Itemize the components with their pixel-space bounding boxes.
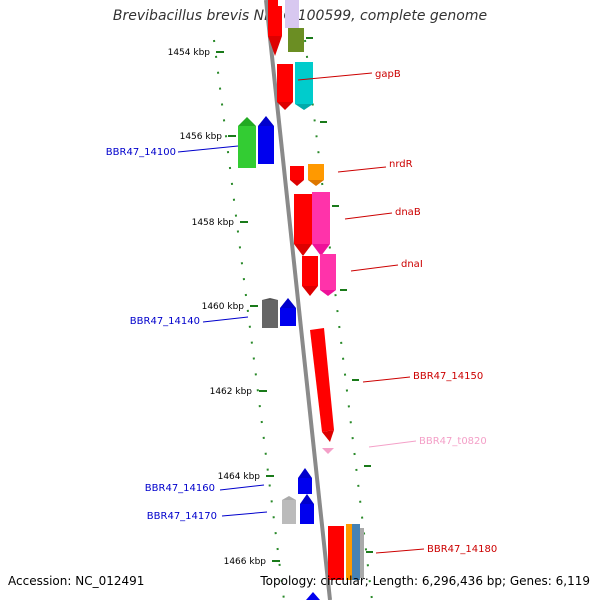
scale-label: 1462 kbp: [210, 387, 253, 397]
forward-strand-track: [304, 39, 373, 600]
accession-text: Accession: NC_012491: [8, 574, 145, 588]
gene-label-BBR47_t0820: BBR47_t0820: [419, 436, 487, 447]
scale-bar: 1454 kbp 1456 kbp 1458 kbp 1460 kbp 1462…: [168, 48, 280, 567]
gene-gapB[interactable]: [277, 62, 313, 110]
scale-label: 1460 kbp: [202, 302, 245, 312]
gene-BBR47_14170[interactable]: [282, 494, 314, 524]
gene-nrdR[interactable]: [290, 164, 324, 186]
label-leader: [219, 484, 265, 491]
label-leader: [202, 316, 249, 323]
gene-BBR47_14140[interactable]: [262, 298, 296, 328]
label-leader: [362, 376, 411, 383]
scale-label: 1456 kbp: [180, 132, 223, 142]
gene-BBR47_14160[interactable]: [298, 468, 312, 494]
top-genes: [268, 0, 304, 56]
scale-label: 1458 kbp: [192, 218, 235, 228]
scale-label: 1454 kbp: [168, 48, 211, 58]
gene-label-dnaB: dnaB: [395, 207, 421, 218]
forward-ticks: [306, 37, 373, 553]
map-title: Brevibacillus brevis NBRC 100599, comple…: [112, 8, 488, 24]
scale-label: 1464 kbp: [218, 472, 261, 482]
label-leader: [337, 166, 387, 173]
gene-dnaB[interactable]: [294, 192, 330, 256]
label-leader: [368, 440, 417, 448]
gene-label-BBR47_14100: BBR47_14100: [106, 147, 176, 158]
gene-label-BBR47_14150: BBR47_14150: [413, 371, 483, 382]
gene-BBR47_t0820[interactable]: [322, 448, 334, 454]
label-leader: [350, 264, 399, 272]
scale-label: 1466 kbp: [224, 557, 267, 567]
gene-label-BBR47_14180: BBR47_14180: [427, 544, 497, 555]
label-leader: [297, 72, 373, 81]
gene-BBR47_14150[interactable]: [310, 328, 334, 442]
gene-BBR47_14180[interactable]: [328, 524, 364, 580]
gene-label-BBR47_14160: BBR47_14160: [145, 483, 215, 494]
genome-backbone: [264, 0, 332, 600]
gene-label-nrdR: nrdR: [389, 159, 413, 170]
gene-dnaI[interactable]: [302, 254, 336, 296]
label-leader: [177, 145, 239, 153]
bottom-partial-gene: [306, 592, 320, 600]
genome-summary-text: Topology: circular; Length: 6,296,436 bp…: [260, 574, 590, 588]
gene-BBR47_14100[interactable]: [238, 116, 274, 168]
label-leader: [221, 511, 268, 517]
gene-label-dnaI: dnaI: [401, 259, 423, 270]
gene-label-BBR47_14140: BBR47_14140: [130, 316, 200, 327]
label-leader: [344, 212, 393, 220]
label-leader: [375, 548, 425, 554]
gene-label-BBR47_14170: BBR47_14170: [147, 511, 217, 522]
gene-label-gapB: gapB: [375, 69, 401, 80]
